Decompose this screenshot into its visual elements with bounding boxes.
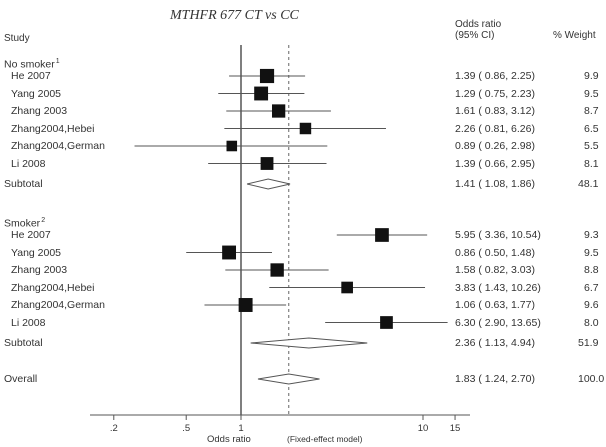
weight-text: 6.5: [584, 122, 599, 135]
group-heading: No smoker1: [4, 58, 60, 71]
subtotal-label: Subtotal: [4, 178, 43, 190]
ci-text: 1.29 ( 0.75, 2.23): [455, 87, 535, 100]
weight-text: 6.7: [584, 281, 599, 294]
study-label: Zhang 2003: [11, 264, 68, 276]
study-label: Zhang2004,German: [11, 140, 105, 152]
study-marker: [299, 122, 312, 135]
weight-text: 5.5: [584, 140, 599, 152]
ci-text: 1.61 ( 0.83, 3.12): [455, 105, 535, 117]
x-axis-note: (Fixed-effect model): [287, 434, 363, 444]
header-ci: (95% CI): [455, 30, 495, 41]
subtotal-weight-text: 48.1: [578, 178, 599, 190]
study-marker: [226, 140, 238, 152]
study-label: Yang 2005: [11, 87, 62, 100]
header-weight: % Weight: [553, 30, 596, 41]
group-heading: Smoker2: [4, 217, 46, 230]
weight-text: 9.9: [584, 70, 599, 82]
study-label: Zhang2004,German: [11, 299, 105, 311]
study-label: Li 2008: [11, 316, 46, 329]
ci-text: 2.26 ( 0.81, 6.26): [455, 122, 535, 135]
group-heading-footnote: 1: [55, 58, 60, 65]
study-label: Zhang2004,Hebei: [11, 281, 95, 294]
subtotal-ci-text: 2.36 ( 1.13, 4.94): [455, 337, 535, 349]
study-label: Yang 2005: [11, 246, 62, 259]
ci-text: 1.39 ( 0.66, 2.95): [455, 157, 535, 170]
ci-text: 6.30 ( 2.90, 13.65): [455, 316, 541, 329]
study-marker: [259, 68, 275, 84]
x-tick-label: 10: [417, 423, 429, 434]
group-heading-footnote: 2: [41, 217, 46, 224]
study-marker: [380, 316, 393, 329]
x-tick-label: 15: [449, 423, 461, 434]
weight-text: 9.3: [584, 229, 599, 241]
subtotal-diamond: [246, 178, 291, 190]
ci-text: 0.86 ( 0.50, 1.48): [455, 246, 535, 259]
study-marker: [375, 228, 389, 242]
ci-text: 1.06 ( 0.63, 1.77): [455, 299, 535, 311]
study-label: Zhang 2003: [11, 105, 68, 117]
study-marker: [270, 263, 284, 277]
subtotal-label: Subtotal: [4, 337, 43, 349]
study-marker: [260, 157, 274, 170]
x-axis-label: Odds ratio: [207, 434, 251, 445]
weight-text: 8.1: [584, 157, 599, 170]
study-marker: [341, 281, 353, 294]
study-marker: [238, 298, 253, 312]
header-study: Study: [4, 33, 30, 44]
study-marker: [222, 245, 237, 260]
overall-diamond: [257, 373, 320, 385]
weight-text: 9.5: [584, 246, 599, 259]
study-label: Li 2008: [11, 157, 46, 170]
weight-text: 9.6: [584, 299, 599, 311]
study-label: Zhang2004,Hebei: [11, 122, 95, 135]
subtotal-diamond: [250, 337, 368, 349]
study-marker: [254, 86, 269, 101]
chart-title: MTHFR 677 CT vs CC: [170, 8, 299, 23]
overall-weight-text: 100.0: [578, 373, 605, 385]
ci-text: 1.39 ( 0.86, 2.25): [455, 70, 535, 82]
ci-text: 3.83 ( 1.43, 10.26): [455, 281, 541, 294]
ci-text: 1.58 ( 0.82, 3.03): [455, 264, 535, 276]
weight-text: 8.7: [584, 105, 599, 117]
study-label: He 2007: [11, 70, 51, 82]
weight-text: 9.5: [584, 87, 599, 100]
subtotal-weight-text: 51.9: [578, 337, 599, 349]
x-tick-label: .2: [109, 423, 118, 434]
overall-label: Overall: [4, 373, 38, 385]
overall-ci-text: 1.83 ( 1.24, 2.70): [455, 373, 535, 385]
study-label: He 2007: [11, 229, 51, 241]
header-odds-ratio: Odds ratio: [455, 19, 502, 30]
weight-text: 8.0: [584, 316, 599, 329]
ci-text: 0.89 ( 0.26, 2.98): [455, 140, 535, 152]
weight-text: 8.8: [584, 264, 599, 276]
study-marker: [272, 104, 286, 118]
subtotal-ci-text: 1.41 ( 1.08, 1.86): [455, 178, 535, 190]
ci-text: 5.95 ( 3.36, 10.54): [455, 229, 541, 241]
x-tick-label: .5: [182, 423, 191, 434]
x-tick-label: 1: [238, 423, 244, 434]
